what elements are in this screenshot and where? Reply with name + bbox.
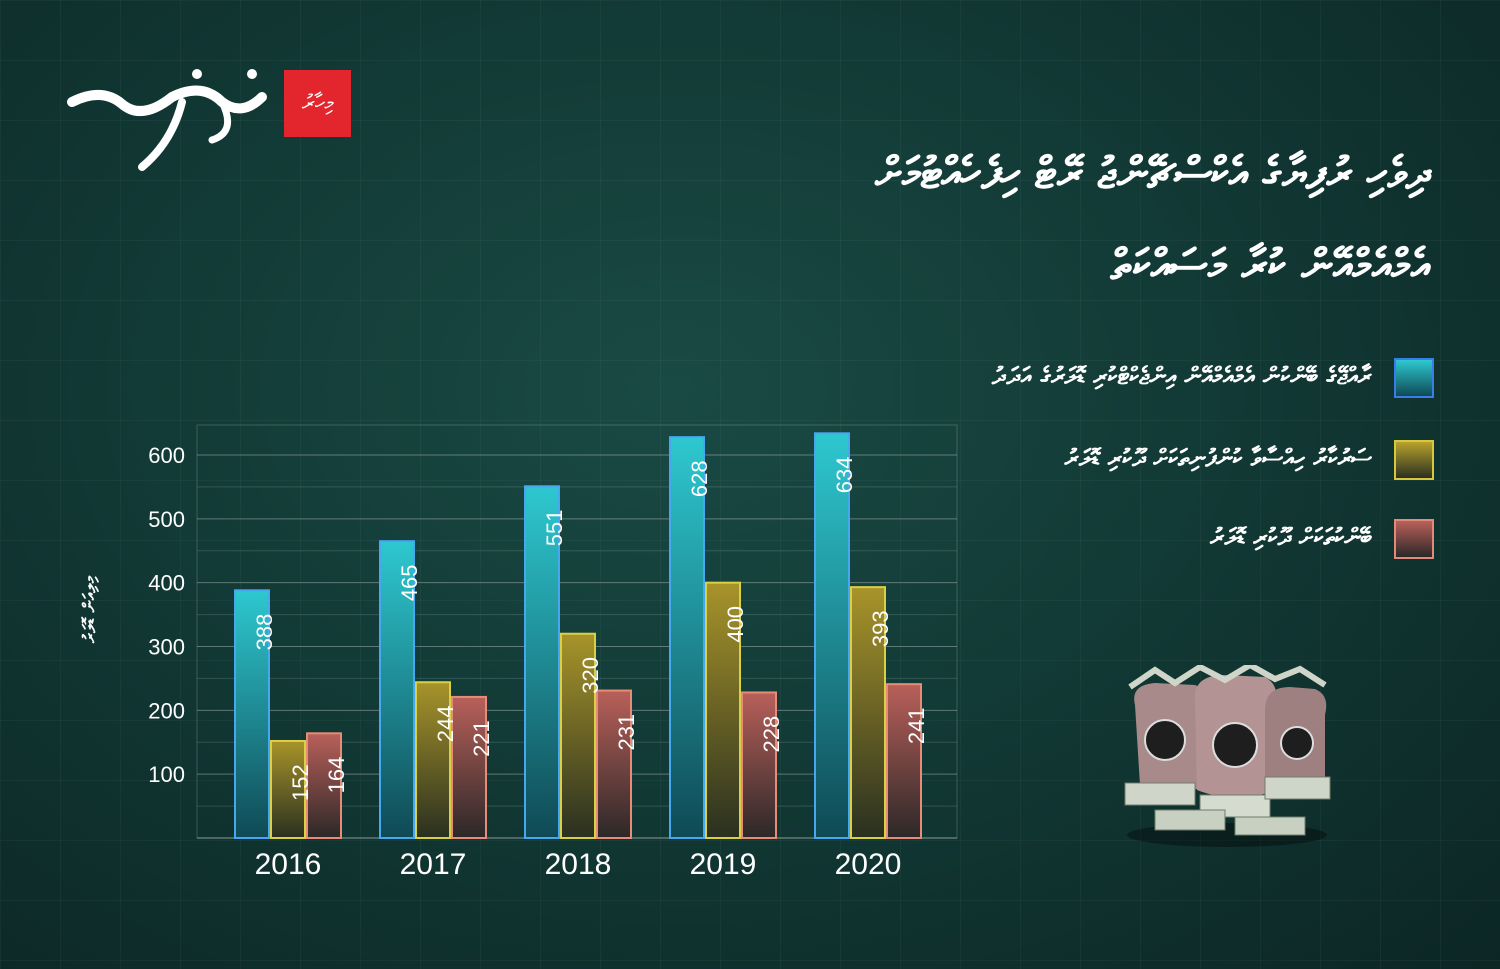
bar bbox=[415, 681, 451, 839]
bar-value-label: 228 bbox=[759, 716, 784, 753]
legend-item-soe: ސަރުކާރު ހިއްސާވާ ކުންފުނިތަކަށް ދޫކުރި … bbox=[714, 440, 1434, 482]
bar-value-label: 400 bbox=[723, 606, 748, 643]
bar-value-label: 634 bbox=[832, 457, 857, 494]
brand-badge: މިހާރު bbox=[284, 70, 351, 137]
bar-value-label: 465 bbox=[397, 564, 422, 601]
bar bbox=[524, 485, 560, 839]
bar bbox=[850, 586, 886, 840]
bar bbox=[886, 683, 922, 840]
chart-labels: 100 200 300 400 500 600 388 152 164 2016 465 244 221… bbox=[148, 443, 929, 881]
bar-value-label: 164 bbox=[324, 757, 349, 794]
bar bbox=[741, 691, 777, 840]
bar bbox=[596, 689, 632, 839]
x-tick-label: 2019 bbox=[690, 848, 757, 881]
legend-label: ރާއްޖޭގެ ބޭންކުން އެމްއެމްއޭން އިންޖެކްޓ… bbox=[991, 362, 1372, 390]
page-title: ދިވެހި ރުފިޔާގެ އެކްސްޗޭންޖު ރޭޓް ހިފެހެ… bbox=[530, 128, 1430, 312]
bar bbox=[705, 581, 741, 840]
legend-swatch bbox=[1394, 440, 1434, 480]
y-tick-label: 500 bbox=[148, 507, 185, 532]
title-line: ދިވެހި ރުފިޔާގެ އެކްސްޗޭންޖު ރޭޓް ހިފެހެ… bbox=[875, 148, 1430, 199]
bar-value-label: 231 bbox=[614, 714, 639, 751]
y-tick-label: 600 bbox=[148, 443, 185, 468]
chart-bars bbox=[234, 432, 922, 840]
bar-value-label: 244 bbox=[433, 706, 458, 743]
bar-value-label: 221 bbox=[469, 720, 494, 757]
x-tick-label: 2016 bbox=[255, 848, 322, 881]
bar bbox=[669, 436, 705, 839]
bar bbox=[379, 540, 415, 839]
x-tick-label: 2017 bbox=[400, 848, 467, 881]
bar bbox=[814, 432, 850, 839]
bar bbox=[560, 632, 596, 839]
bar bbox=[306, 732, 342, 840]
bar-value-label: 551 bbox=[542, 510, 567, 547]
bar-value-label: 241 bbox=[904, 707, 929, 744]
x-tick-label: 2018 bbox=[545, 848, 612, 881]
y-tick-label: 300 bbox=[148, 635, 185, 660]
legend-label: ސަރުކާރު ހިއްސާވާ ކުންފުނިތަކަށް ދޫކުރި … bbox=[1064, 444, 1372, 472]
x-tick-label: 2020 bbox=[835, 848, 902, 881]
brand-logo bbox=[67, 69, 267, 171]
legend-item-injected: ރާއްޖޭގެ ބޭންކުން އެމްއެމްއޭން އިންޖެކްޓ… bbox=[714, 358, 1434, 400]
money-bags-illustration bbox=[1124, 665, 1331, 847]
y-tick-label: 100 bbox=[148, 762, 185, 787]
bar-value-label: 388 bbox=[252, 614, 277, 651]
y-tick-label: 200 bbox=[148, 698, 185, 723]
title-line: އެމްއެމްއޭން ކުރާ މަސައްކަތް bbox=[1110, 240, 1431, 291]
legend-swatch bbox=[1394, 519, 1434, 559]
legend-label: ބޭންކުތަކަށް ދޫކުރި ޑޮލަރު bbox=[1210, 523, 1372, 551]
bar bbox=[451, 695, 487, 840]
y-tick-label: 400 bbox=[148, 571, 185, 596]
bar-value-label: 320 bbox=[578, 657, 603, 694]
bar-value-label: 628 bbox=[687, 460, 712, 497]
bar-value-label: 152 bbox=[288, 764, 313, 801]
bar bbox=[270, 739, 306, 839]
legend-item-banks: ބޭންކުތަކަށް ދޫކުރި ޑޮލަރު bbox=[714, 519, 1434, 561]
legend-swatch bbox=[1394, 358, 1434, 398]
bar bbox=[234, 589, 270, 839]
bar-value-label: 393 bbox=[868, 610, 893, 647]
